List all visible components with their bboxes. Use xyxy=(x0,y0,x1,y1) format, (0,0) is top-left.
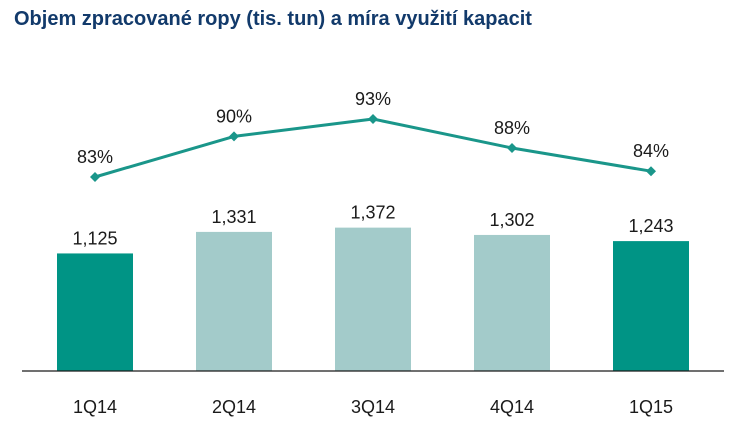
bar-value-label: 1,372 xyxy=(350,203,395,223)
bar-4q14 xyxy=(474,234,550,371)
x-tick-labels: 1Q14 2Q14 3Q14 4Q14 1Q15 xyxy=(73,397,673,417)
line-point-4q14 xyxy=(507,143,517,153)
line-point-1q14 xyxy=(90,172,100,182)
bar-1q14 xyxy=(57,253,133,371)
bar-3q14 xyxy=(335,227,411,371)
bar-series: 1,125 1,331 1,372 1,302 1,243 xyxy=(57,203,689,371)
x-tick-label: 3Q14 xyxy=(351,397,395,417)
line-point-3q14 xyxy=(368,114,378,124)
line-point-1q15 xyxy=(646,166,656,177)
line-series: 83% 90% 93% 88% 84% xyxy=(77,89,669,182)
line-value-label: 83% xyxy=(77,147,113,167)
line-value-label: 88% xyxy=(494,118,530,138)
x-tick-label: 4Q14 xyxy=(490,397,534,417)
line-value-label: 84% xyxy=(633,141,669,161)
x-tick-label: 1Q14 xyxy=(73,397,117,417)
line-value-label: 90% xyxy=(216,106,252,126)
bar-value-label: 1,243 xyxy=(628,216,673,236)
line-value-label: 93% xyxy=(355,89,391,109)
bar-value-label: 1,125 xyxy=(72,228,117,248)
bar-value-label: 1,331 xyxy=(211,207,256,227)
utilization-line xyxy=(94,117,652,179)
bar-value-label: 1,302 xyxy=(489,210,534,230)
bar-2q14 xyxy=(196,231,272,371)
x-tick-label: 1Q15 xyxy=(629,397,673,417)
chart-title: Objem zpracované ropy (tis. tun) a míra … xyxy=(14,8,532,30)
line-point-2q14 xyxy=(229,131,239,142)
x-tick-label: 2Q14 xyxy=(212,397,256,417)
bar-1q15 xyxy=(613,241,689,371)
